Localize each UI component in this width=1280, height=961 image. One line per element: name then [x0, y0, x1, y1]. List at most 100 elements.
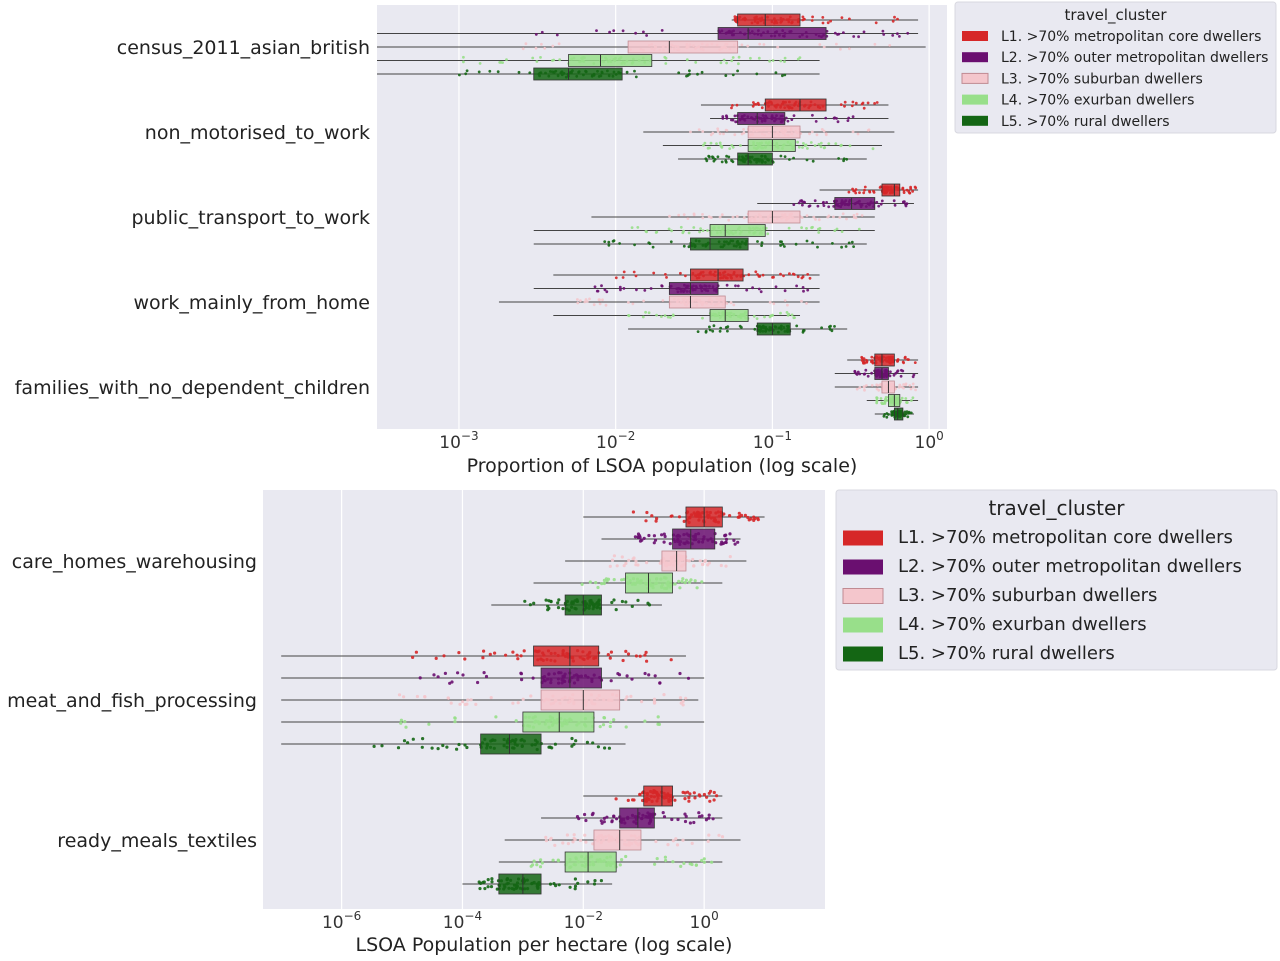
data-point — [692, 791, 696, 795]
x-tick-label: 10−4 — [443, 909, 482, 933]
data-point — [552, 882, 556, 886]
box — [627, 40, 739, 54]
data-point — [576, 881, 580, 886]
data-point — [736, 540, 740, 544]
data-point — [550, 746, 554, 750]
series-group — [377, 54, 919, 407]
box — [893, 407, 904, 421]
data-point — [887, 413, 890, 416]
data-point — [662, 815, 667, 819]
data-point — [871, 147, 875, 151]
category-label: ready_meals_textiles — [57, 830, 257, 852]
data-point — [634, 654, 639, 658]
box — [668, 295, 726, 309]
data-point — [863, 188, 866, 192]
data-point — [704, 330, 708, 334]
data-point — [517, 70, 521, 74]
data-point — [583, 812, 587, 817]
data-point — [783, 299, 787, 302]
data-point — [725, 154, 728, 158]
data-point — [901, 369, 905, 373]
data-point — [701, 130, 705, 133]
data-point — [822, 45, 826, 49]
data-point — [856, 132, 860, 136]
data-point — [828, 325, 831, 329]
data-point — [461, 700, 465, 704]
data-point — [592, 303, 596, 307]
data-point — [644, 310, 647, 314]
data-point — [548, 837, 553, 842]
data-point — [474, 702, 478, 707]
data-point — [677, 213, 681, 217]
data-point — [850, 104, 854, 108]
data-point — [677, 71, 681, 75]
data-point — [759, 290, 763, 294]
series-group — [377, 27, 919, 380]
data-point — [573, 884, 578, 888]
data-point — [605, 815, 609, 819]
data-point — [904, 397, 908, 400]
data-point — [724, 540, 728, 545]
data-point — [647, 311, 651, 315]
data-point — [615, 564, 619, 568]
data-point — [702, 860, 707, 864]
data-point — [742, 127, 745, 131]
data-point — [711, 329, 715, 333]
data-point — [801, 286, 805, 289]
data-point — [850, 240, 854, 244]
data-point — [486, 885, 490, 889]
data-point — [795, 284, 798, 288]
data-point — [736, 69, 739, 73]
data-point — [802, 142, 805, 145]
data-point — [728, 514, 732, 518]
data-point — [723, 534, 727, 538]
data-point — [783, 56, 787, 60]
data-point — [477, 70, 481, 74]
data-point — [434, 656, 438, 661]
data-point — [684, 274, 687, 278]
data-point — [708, 325, 711, 329]
data-point — [762, 43, 766, 46]
data-point — [795, 324, 799, 328]
data-point — [608, 30, 611, 34]
data-point — [658, 561, 662, 565]
data-point — [674, 837, 678, 841]
data-point — [644, 519, 648, 523]
data-point — [902, 191, 906, 195]
data-point — [811, 241, 814, 245]
data-point — [663, 855, 668, 859]
data-point — [725, 302, 729, 305]
data-point — [598, 725, 602, 729]
data-point — [718, 141, 722, 145]
data-point — [852, 189, 856, 193]
data-point — [812, 215, 816, 219]
data-point — [709, 141, 713, 145]
x-tick-label: 100 — [690, 909, 719, 933]
data-point — [730, 159, 733, 163]
data-point — [908, 384, 912, 387]
data-point — [445, 745, 449, 749]
data-point — [634, 274, 638, 278]
x-axis-label: Proportion of LSOA population (log scale… — [467, 455, 858, 477]
data-point — [870, 371, 873, 375]
data-point — [881, 29, 885, 33]
series-group — [281, 506, 765, 807]
data-point — [708, 146, 711, 150]
category-label: care_homes_warehousing — [12, 551, 257, 573]
data-point — [636, 226, 640, 229]
data-point — [598, 298, 601, 302]
data-point — [860, 214, 864, 217]
data-point — [555, 33, 559, 37]
data-point — [636, 598, 640, 603]
data-point — [711, 817, 715, 821]
data-point — [752, 101, 755, 104]
data-point — [796, 57, 800, 61]
data-point — [556, 606, 561, 610]
data-point — [819, 141, 823, 145]
data-point — [863, 388, 866, 392]
data-point — [686, 790, 690, 794]
data-point — [766, 232, 770, 236]
data-point — [427, 722, 431, 726]
data-point — [814, 218, 817, 221]
data-point — [756, 240, 759, 243]
